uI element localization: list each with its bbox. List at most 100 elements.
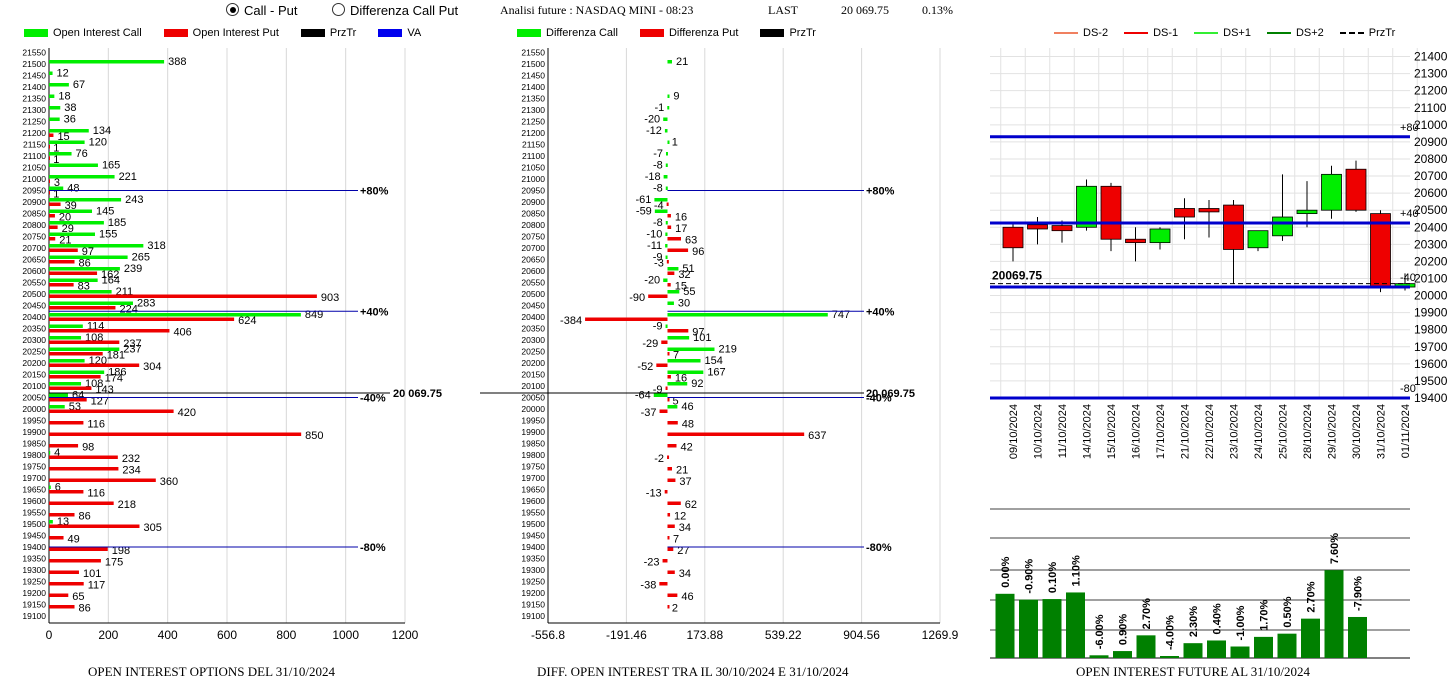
legend-label: Differenza Call — [546, 27, 618, 39]
call-bar — [49, 290, 112, 294]
strike-label: 19200 — [22, 588, 46, 598]
call-bar — [49, 313, 301, 317]
put-bar — [49, 524, 140, 528]
call-bar — [49, 244, 144, 248]
legend-swatch-prztr — [760, 29, 785, 37]
future-value-label: 2.70% — [1306, 581, 1318, 612]
strike-label: 20850 — [22, 209, 46, 219]
x-tick-label: 173.88 — [686, 628, 723, 642]
diff-put-bar — [667, 501, 681, 505]
diff-call-bar — [663, 117, 668, 121]
diff-put-value-label: 16 — [675, 373, 687, 385]
candle-body — [1076, 185, 1097, 228]
strike-label: 21250 — [22, 117, 46, 127]
date-label: 28/10/2024 — [1302, 404, 1314, 459]
x-tick-label: 904.56 — [843, 628, 880, 642]
put-value-label: 97 — [82, 246, 94, 258]
strike-label: 20600 — [22, 266, 46, 276]
strike-label: 21350 — [521, 94, 545, 104]
put-bar — [49, 133, 54, 137]
put-bar — [49, 490, 84, 494]
future-value-label: 7.60% — [1329, 533, 1341, 564]
call-bar — [49, 60, 165, 64]
future-value-label: 2.30% — [1188, 606, 1200, 637]
diff-call-bar — [665, 186, 668, 190]
diff-put-bar — [656, 363, 668, 367]
diff-caption: DIFF. OPEN INTEREST TRA IL 30/10/2024 E … — [537, 664, 849, 679]
diff-put-bar — [667, 432, 805, 436]
va-label: -40% — [866, 393, 892, 405]
diff-call-put-label: Differenza Call Put — [350, 3, 459, 18]
strike-label: 19250 — [521, 577, 545, 587]
diff-put-value-label: 12 — [674, 511, 686, 523]
put-value-label: 224 — [119, 304, 137, 316]
diff-call-bar — [665, 221, 668, 225]
strike-label: 19850 — [521, 439, 545, 449]
call-value-label: 318 — [147, 240, 165, 252]
strike-label: 20050 — [22, 393, 46, 403]
diff-call-put-radio[interactable]: Differenza Call Put — [332, 3, 458, 18]
call-bar — [49, 129, 89, 133]
diff-call-bar — [667, 370, 704, 374]
strike-label: 20050 — [521, 393, 545, 403]
diff-put-value-label: 97 — [692, 327, 704, 339]
x-tick-label: 200 — [98, 628, 118, 642]
put-value-label: 1 — [53, 154, 59, 166]
call-bar — [49, 140, 85, 144]
strike-label: 21400 — [22, 82, 46, 92]
put-value-label: 1 — [53, 143, 59, 155]
strike-label: 19200 — [521, 588, 545, 598]
strike-label: 19700 — [521, 473, 545, 483]
candle-body — [1027, 224, 1048, 230]
date-label: 11/10/2024 — [1057, 404, 1069, 458]
put-value-label: 903 — [321, 292, 339, 304]
strike-label: 21250 — [521, 117, 545, 127]
call-put-radio[interactable]: Call - Put — [226, 3, 297, 18]
call-value-label: 18 — [58, 91, 70, 103]
diff-call-value-label: -9 — [653, 321, 663, 333]
diff-put-value-label: 5 — [673, 396, 679, 408]
diff-put-value-label: 17 — [675, 223, 687, 235]
strike-label: 21050 — [521, 163, 545, 173]
call-value-label: 243 — [125, 194, 143, 206]
strike-label: 19500 — [22, 519, 46, 529]
y-tick-label: 20700 — [1414, 169, 1448, 183]
put-bar — [49, 329, 170, 333]
strike-label: 20450 — [521, 301, 545, 311]
diff-call-value-label: -9 — [653, 252, 663, 264]
diff-put-bar — [659, 582, 668, 586]
diff-call-value-label: 747 — [832, 309, 850, 321]
diff-call-value-label: 92 — [691, 378, 703, 390]
diff-call-value-label: 21 — [676, 56, 688, 68]
strike-label: 19750 — [22, 462, 46, 472]
future-bar — [1301, 618, 1320, 658]
strike-label: 20000 — [521, 404, 545, 414]
diff-put-bar — [667, 513, 671, 517]
put-value-label: 218 — [118, 499, 136, 511]
strike-label: 19350 — [521, 554, 545, 564]
call-value-label: 6 — [55, 482, 61, 494]
page-title: Analisi future : NASDAQ MINI - 08:23 — [500, 3, 694, 17]
strike-label: 19850 — [22, 439, 46, 449]
strike-label: 19150 — [22, 600, 46, 610]
strike-label: 19950 — [22, 416, 46, 426]
put-value-label: 86 — [79, 511, 91, 523]
call-value-label: 48 — [67, 183, 79, 195]
diff-put-bar — [665, 386, 668, 390]
y-tick-label: 20800 — [1414, 152, 1448, 166]
strike-label: 19500 — [521, 519, 545, 529]
strike-label: 20700 — [521, 243, 545, 253]
diff-put-bar — [666, 202, 669, 206]
put-bar — [49, 363, 140, 367]
diff-put-bar — [667, 547, 674, 551]
diff-call-bar — [667, 106, 670, 110]
x-tick-label: 1200 — [392, 628, 419, 642]
strike-label: 20250 — [521, 347, 545, 357]
strike-label: 19950 — [521, 416, 545, 426]
diff-put-value-label: -9 — [653, 384, 663, 396]
y-tick-label: 20500 — [1414, 203, 1448, 217]
future-caption: OPEN INTEREST FUTURE AL 31/10/2024 — [1076, 664, 1311, 679]
y-tick-label: 21300 — [1414, 67, 1448, 81]
strike-label: 19550 — [521, 508, 545, 518]
call-bar — [49, 347, 120, 351]
